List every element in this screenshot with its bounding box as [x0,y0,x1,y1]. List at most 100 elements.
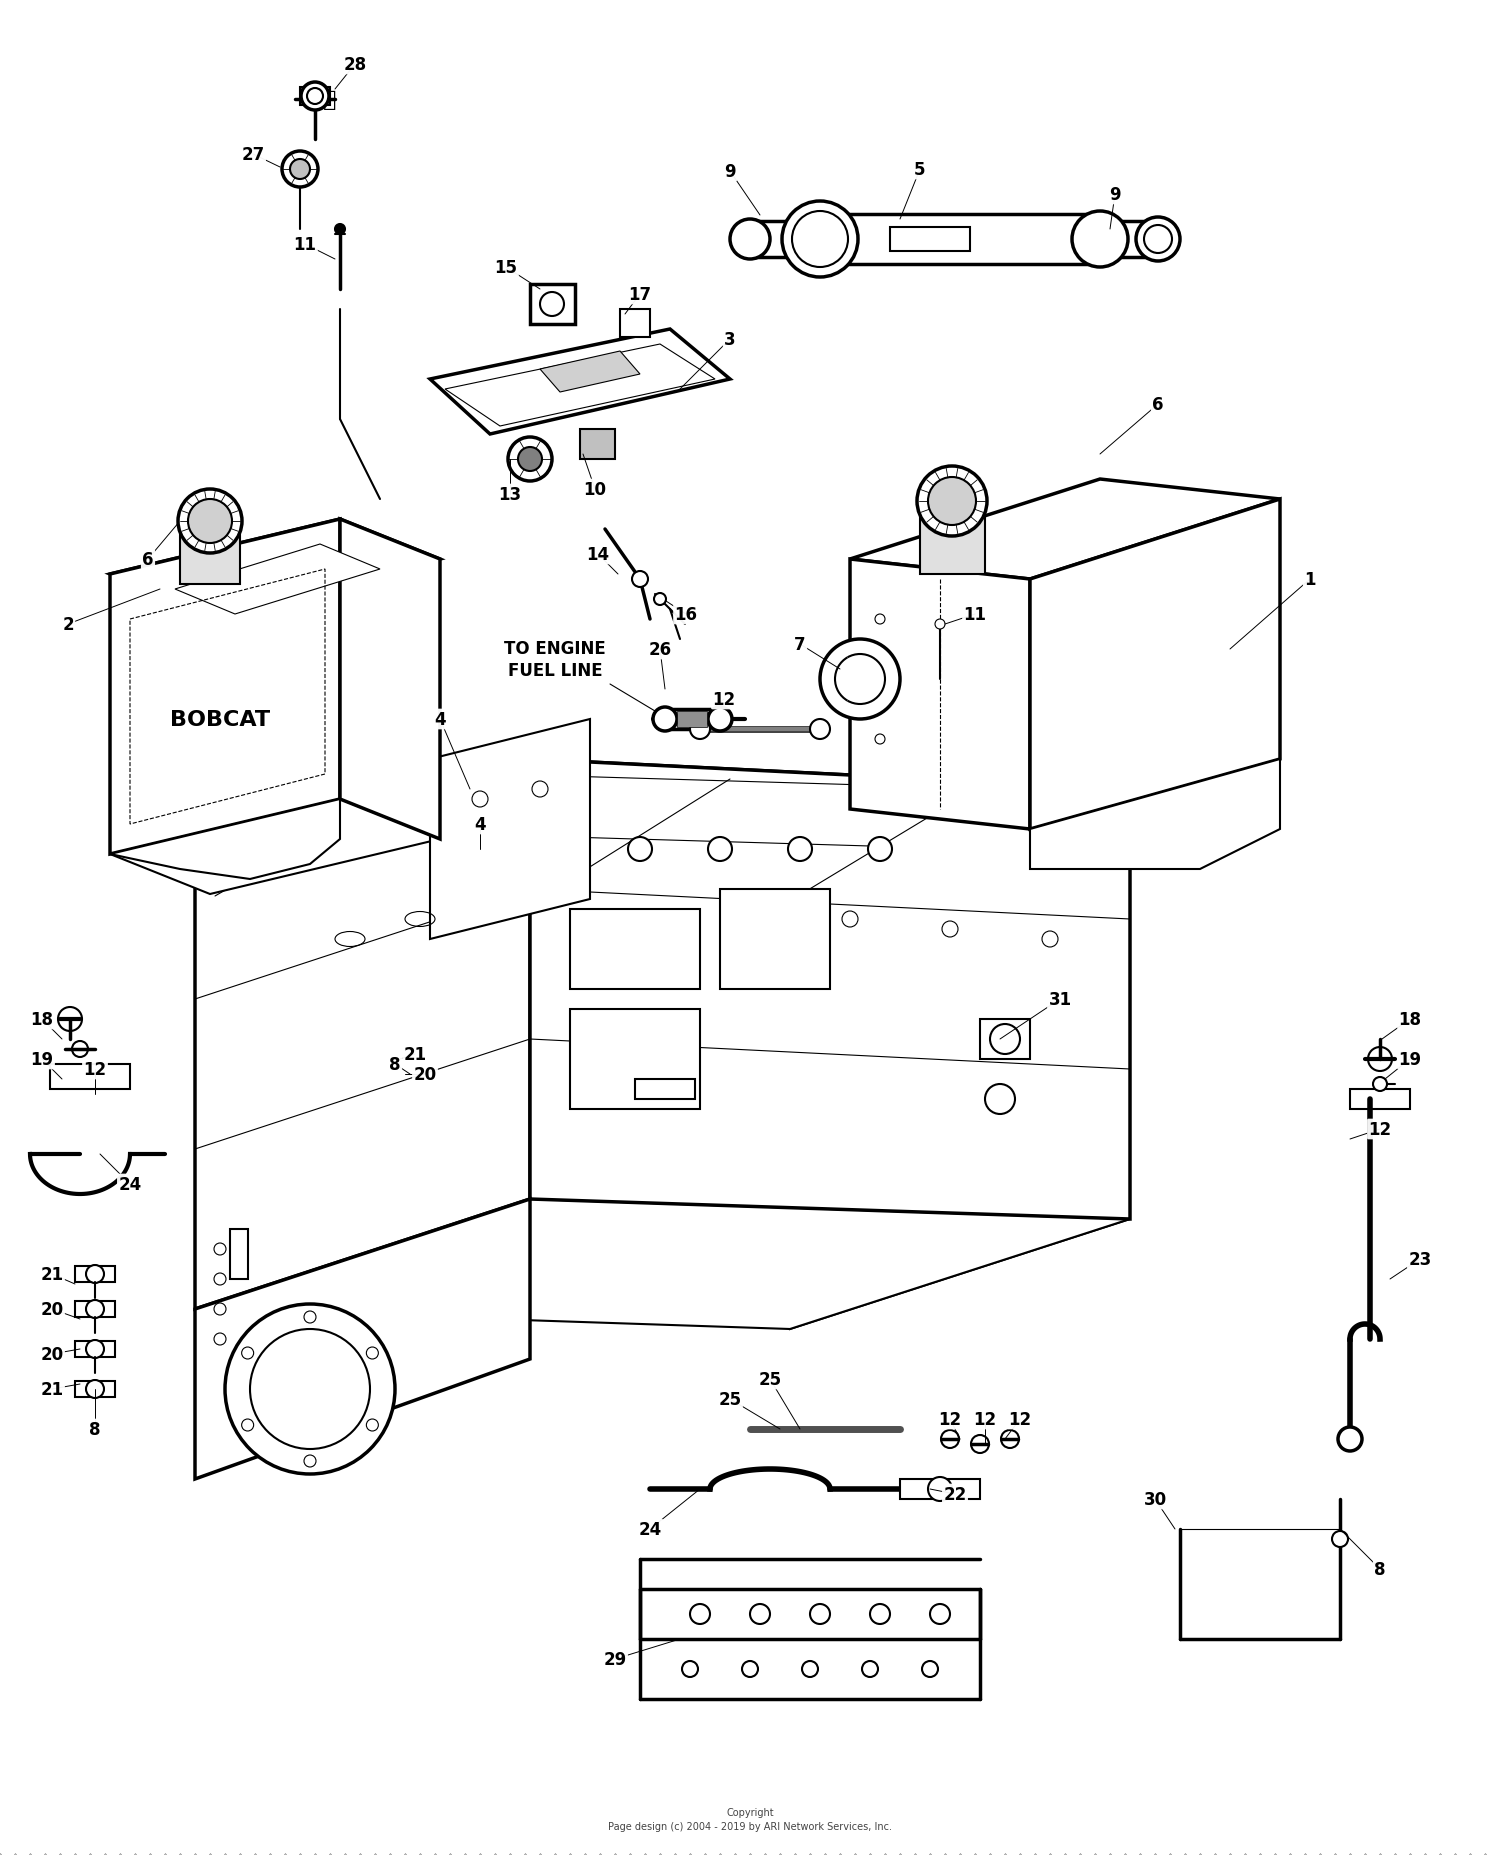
Text: 25: 25 [718,1389,741,1408]
Bar [570,909,700,989]
Text: 11: 11 [963,607,987,623]
Circle shape [86,1341,104,1358]
Circle shape [1144,226,1172,254]
Text: 16: 16 [675,607,698,623]
Text: 8: 8 [1374,1560,1386,1579]
Text: 4: 4 [433,710,445,729]
Circle shape [1332,1530,1348,1547]
Circle shape [792,211,847,267]
Circle shape [532,781,548,798]
Polygon shape [850,480,1280,579]
Circle shape [1368,1048,1392,1072]
Circle shape [178,490,242,553]
Circle shape [251,1330,370,1449]
Text: 22: 22 [944,1486,966,1503]
Circle shape [782,202,858,278]
Circle shape [928,479,976,525]
Text: 4: 4 [474,816,486,833]
Circle shape [730,221,770,260]
Circle shape [1072,211,1128,267]
Text: 🔑: 🔑 [324,89,336,109]
Polygon shape [195,759,530,1310]
Text: 18: 18 [30,1011,54,1028]
Bar [530,286,574,325]
Text: 20: 20 [40,1300,63,1319]
Bar [720,890,830,989]
Text: 12: 12 [84,1061,106,1078]
Text: 15: 15 [495,260,517,276]
Bar [1100,223,1160,258]
Circle shape [242,1419,254,1432]
Circle shape [708,838,732,861]
Circle shape [990,1024,1020,1054]
Bar [75,1302,116,1317]
Circle shape [1136,217,1180,262]
Polygon shape [110,800,439,894]
Circle shape [366,1419,378,1432]
Polygon shape [1030,499,1280,829]
Bar [900,1478,980,1499]
Text: 23: 23 [1408,1250,1431,1269]
Circle shape [690,1605,709,1625]
Text: ARI PartStream: ARI PartStream [603,931,897,968]
Text: 6: 6 [1152,395,1164,414]
Circle shape [970,1436,988,1452]
Circle shape [304,1454,316,1467]
Polygon shape [430,720,590,939]
Bar [750,223,820,258]
Circle shape [214,1304,226,1315]
Circle shape [304,1311,316,1323]
Circle shape [930,1605,950,1625]
Circle shape [242,1347,254,1360]
Text: TO ENGINE
FUEL LINE: TO ENGINE FUEL LINE [504,640,606,679]
Text: 17: 17 [628,286,651,304]
Circle shape [225,1304,394,1475]
Bar [634,1080,694,1100]
Text: 3: 3 [724,330,736,349]
Polygon shape [50,1065,130,1089]
Circle shape [334,224,345,236]
Text: 25: 25 [759,1371,782,1388]
Polygon shape [110,519,340,855]
Text: 9: 9 [1108,186,1120,204]
Circle shape [940,1430,958,1449]
Text: 31: 31 [1048,991,1071,1009]
Polygon shape [790,790,1130,1330]
Circle shape [788,838,812,861]
Text: 12: 12 [712,690,735,709]
Circle shape [842,911,858,928]
Circle shape [188,499,232,544]
Text: 1: 1 [1304,571,1316,588]
Circle shape [922,1660,938,1677]
Text: 21: 21 [40,1265,63,1284]
Circle shape [72,1041,88,1057]
Circle shape [509,438,552,482]
Circle shape [652,707,676,731]
Circle shape [742,1660,758,1677]
Circle shape [654,594,666,607]
Text: 8: 8 [90,1421,101,1438]
Text: 21: 21 [404,1046,426,1063]
Circle shape [942,922,958,937]
Circle shape [540,293,564,317]
Circle shape [870,1605,889,1625]
Circle shape [1042,931,1058,948]
Circle shape [86,1380,104,1399]
Text: 14: 14 [586,545,609,564]
Circle shape [282,152,318,187]
Circle shape [690,720,709,740]
Polygon shape [540,352,640,393]
Bar [580,430,615,460]
Polygon shape [195,1200,530,1478]
Circle shape [682,1660,698,1677]
Text: 8: 8 [390,1055,400,1074]
Text: 27: 27 [242,147,264,163]
Circle shape [290,160,310,180]
Circle shape [86,1265,104,1284]
Circle shape [1338,1426,1362,1451]
Circle shape [214,1273,226,1286]
Bar [890,228,971,252]
Circle shape [934,620,945,629]
Bar [1350,1089,1410,1109]
Bar [75,1341,116,1358]
